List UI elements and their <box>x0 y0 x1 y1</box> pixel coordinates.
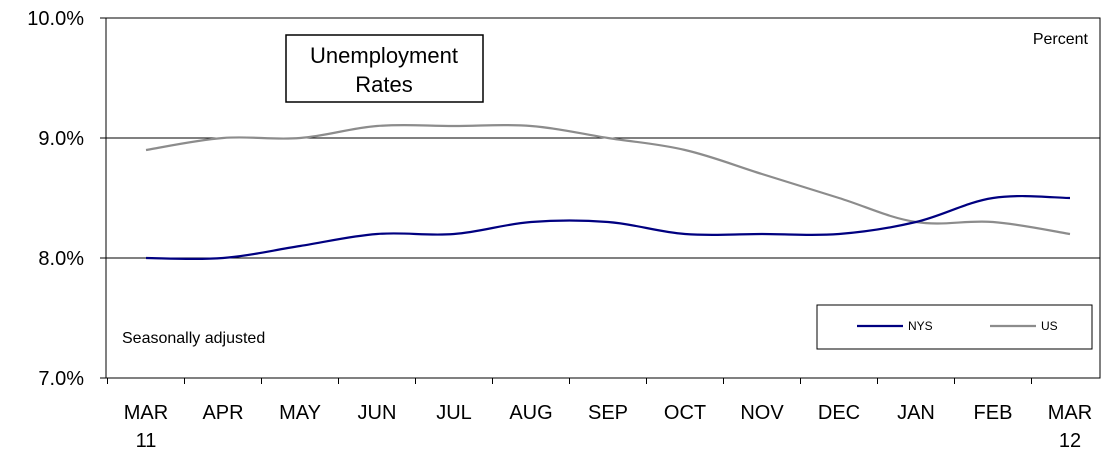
x-tick-label: FEB <box>974 402 1013 424</box>
plot-area-border <box>105 17 1101 379</box>
x-tick-label: DEC <box>818 402 860 424</box>
x-tick-label: MAR <box>1048 402 1092 424</box>
x-tick-label: SEP <box>588 402 628 424</box>
x-tick-labels: MAR 11 APR MAY JUN JUL AUG SEP OCT NOV DEC JAN FEB MA… <box>124 402 1092 452</box>
series-line-nys <box>145 194 1071 261</box>
x-tick-label: JUN <box>358 402 397 424</box>
x-tick-label: MAR <box>124 402 168 424</box>
x-tick-label: MAY <box>279 402 321 424</box>
x-tick-label-year: 11 <box>136 430 157 452</box>
x-tick-label-year: 12 <box>1059 430 1081 452</box>
x-tick-label: JAN <box>897 402 935 424</box>
title-box: Unemployment Rates <box>285 34 484 103</box>
y-tick-label: 7.0% <box>38 368 84 390</box>
x-tick-label: OCT <box>664 402 706 424</box>
legend: NYS US <box>816 304 1093 350</box>
y-tick-label: 9.0% <box>38 128 84 150</box>
y-tick-label: 10.0% <box>27 8 84 30</box>
legend-label-us: US <box>1041 319 1058 333</box>
x-tick-label: AUG <box>509 402 552 424</box>
seasonal-note: Seasonally adjusted <box>122 330 265 347</box>
x-ticks <box>107 378 1032 384</box>
y-tick-label: 8.0% <box>38 248 84 270</box>
series-lines <box>145 123 1071 261</box>
x-tick-label: NOV <box>740 402 784 424</box>
y-tick-labels: 7.0% 8.0% 9.0% 10.0% <box>27 8 84 390</box>
x-tick-label: APR <box>202 402 243 424</box>
chart-title-line-2: Rates <box>355 72 412 97</box>
x-tick-label: JUL <box>436 402 472 424</box>
legend-label-nys: NYS <box>908 319 933 333</box>
chart-title-line-1: Unemployment <box>310 43 458 68</box>
unit-label: Percent <box>1033 31 1089 48</box>
